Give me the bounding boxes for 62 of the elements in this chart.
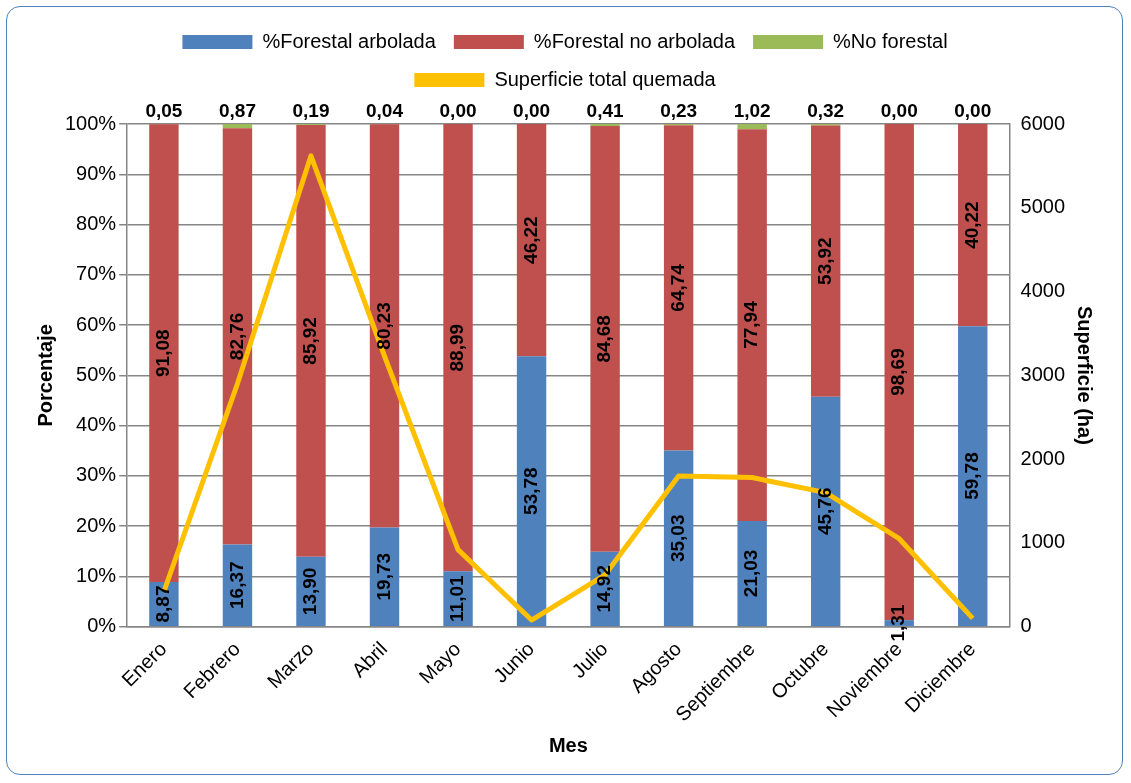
- data-label: 8,87: [152, 585, 174, 623]
- data-label: 11,01: [446, 574, 468, 622]
- y2-tick-label: 0: [1020, 614, 1032, 637]
- y2-tick-label: 4000: [1020, 279, 1066, 302]
- data-label: 21,03: [740, 549, 762, 598]
- y-tick-label: 90%: [76, 161, 117, 184]
- data-label: 91,08: [152, 329, 174, 377]
- data-label: 64,74: [666, 263, 688, 312]
- legend-label: %No forestal: [833, 29, 948, 52]
- data-label: 88,99: [446, 323, 468, 372]
- y2-axis-title: Superficie (ha): [1074, 305, 1097, 445]
- y-tick-label: 20%: [76, 513, 117, 536]
- data-label: 59,78: [960, 452, 982, 500]
- y-tick-label: 40%: [76, 413, 117, 436]
- data-label: 0,00: [513, 99, 551, 121]
- legend-label: %Forestal no arbolada: [533, 29, 736, 52]
- data-label: 0,41: [586, 99, 625, 121]
- data-label: 14,92: [593, 565, 615, 613]
- data-label: 0,04: [366, 99, 404, 121]
- y-tick-label: 50%: [76, 362, 117, 385]
- y2-tick-label: 2000: [1020, 446, 1066, 469]
- data-label: 13,90: [299, 567, 321, 616]
- data-label: 46,22: [519, 216, 541, 264]
- y-tick-label: 100%: [65, 111, 117, 134]
- y2-tick-label: 1000: [1020, 530, 1066, 553]
- x-axis-title: Mes: [548, 733, 588, 756]
- data-label: 53,92: [813, 237, 835, 285]
- y-tick-label: 30%: [76, 463, 117, 486]
- data-label: 19,73: [372, 552, 394, 601]
- data-label: 84,68: [593, 315, 615, 363]
- y-axis-title: Porcentaje: [33, 324, 56, 427]
- legend-label: %Forestal arbolada: [262, 29, 437, 52]
- data-label: 0,00: [439, 99, 477, 121]
- data-label: 53,78: [519, 467, 541, 515]
- data-label: 82,76: [225, 312, 247, 361]
- legend-label: Superficie total quemada: [494, 67, 717, 90]
- data-label: 85,92: [299, 317, 321, 365]
- data-label: 1,31: [887, 604, 909, 642]
- x-tick-label: Julio: [567, 637, 612, 683]
- y-tick-label: 0%: [87, 614, 117, 637]
- y-tick-label: 80%: [76, 212, 117, 235]
- data-label: 16,37: [225, 561, 247, 609]
- data-label: 0,05: [145, 99, 183, 121]
- data-label: 0,32: [807, 99, 845, 121]
- data-label: 1,02: [733, 99, 771, 121]
- y-tick-label: 60%: [76, 312, 117, 335]
- data-label: 40,22: [960, 201, 982, 249]
- data-label: 0,87: [218, 99, 256, 121]
- y-tick-label: 70%: [76, 262, 117, 285]
- y2-tick-label: 3000: [1020, 362, 1066, 385]
- data-label: 0,00: [880, 99, 918, 121]
- y2-tick-label: 6000: [1020, 111, 1066, 134]
- data-label: 80,23: [372, 302, 394, 350]
- data-label: 77,94: [740, 300, 762, 349]
- data-label: 35,03: [666, 514, 688, 563]
- y2-tick-label: 5000: [1020, 195, 1066, 218]
- data-label: 0,23: [660, 99, 698, 121]
- data-label: 0,19: [292, 99, 330, 121]
- data-label: 0,00: [954, 99, 992, 121]
- data-label: 45,76: [813, 487, 835, 536]
- y-tick-label: 10%: [76, 563, 117, 586]
- data-label: 98,69: [887, 348, 909, 396]
